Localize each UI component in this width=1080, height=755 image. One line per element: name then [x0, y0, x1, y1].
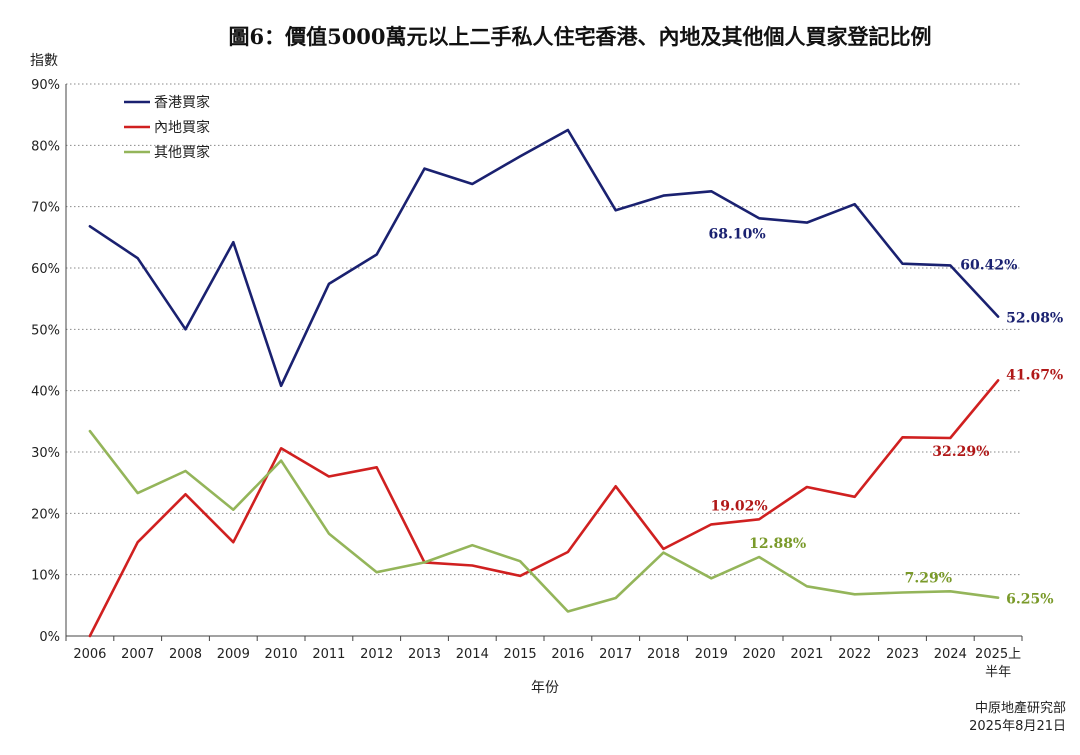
x-tick-label: 2017	[599, 647, 632, 662]
x-tick-label: 2022	[838, 647, 871, 662]
x-tick-label: 2009	[217, 647, 250, 662]
y-tick-label: 90%	[31, 78, 60, 93]
series-line-mainland-buyers	[88, 379, 1000, 638]
data-label: 6.25%	[1006, 592, 1053, 608]
series-line-hk-buyers	[88, 128, 1000, 388]
x-tick-label: 2008	[169, 647, 202, 662]
data-label: 19.02%	[711, 498, 768, 514]
x-tick-label: 2010	[265, 647, 298, 662]
x-axis-label: 年份	[531, 680, 559, 696]
x-tick-label: 2013	[408, 647, 441, 662]
data-label: 52.08%	[1006, 311, 1063, 327]
x-tick-label-line2: 半年	[985, 665, 1011, 680]
y-tick-label: 80%	[31, 139, 60, 154]
series-line-other-buyers	[88, 429, 1000, 613]
x-tick-label: 2015	[504, 647, 537, 662]
x-tick-label: 2019	[695, 647, 728, 662]
data-label: 7.29%	[905, 570, 952, 586]
legend: 香港買家 內地買家 其他買家	[124, 94, 210, 161]
legend-label-mainland: 內地買家	[154, 119, 210, 136]
x-tick-label: 2021	[790, 647, 823, 662]
y-tick-label: 0%	[39, 630, 60, 645]
y-tick-label: 60%	[31, 262, 60, 277]
y-tick-label: 30%	[31, 446, 60, 461]
data-label: 68.10%	[709, 226, 766, 242]
y-tick-label: 70%	[31, 201, 60, 216]
x-tick-label: 2020	[743, 647, 776, 662]
data-label: 32.29%	[932, 444, 989, 460]
x-tick-label: 2006	[73, 647, 106, 662]
source-label: 中原地產研究部	[975, 700, 1066, 716]
chart-title: 圖6：價值5000萬元以上二手私人住宅香港、內地及其他個人買家登記比例	[228, 24, 931, 49]
x-tick-marks	[65, 636, 1023, 641]
data-label: 12.88%	[749, 536, 806, 552]
legend-label-hk: 香港買家	[154, 94, 210, 111]
series-lines	[88, 128, 1000, 638]
data-label: 41.67%	[1006, 367, 1063, 383]
y-tick-label: 50%	[31, 323, 60, 338]
y-tick-label: 10%	[31, 569, 60, 584]
y-gridlines	[66, 83, 1022, 576]
data-label: 60.42%	[960, 257, 1017, 273]
x-tick-label: 2023	[886, 647, 919, 662]
y-tick-label: 40%	[31, 385, 60, 400]
date-label: 2025年8月21日	[969, 719, 1066, 734]
x-tick-label: 2007	[121, 647, 154, 662]
x-tick-label: 2018	[647, 647, 680, 662]
x-tick-labels: 2006 2007 2008 2009 2010 2011 2012 2013 2014 2015…	[73, 647, 1021, 680]
x-tick-label: 2025上	[975, 647, 1021, 662]
x-tick-label: 2011	[312, 647, 345, 662]
y-tick-label: 20%	[31, 507, 60, 522]
x-tick-label: 2024	[934, 647, 967, 662]
y-tick-labels: 0% 10% 20% 30% 40% 50% 60% 70% 80% 90%	[31, 78, 60, 645]
x-tick-label: 2016	[551, 647, 584, 662]
y-axis-label: 指數	[30, 53, 58, 69]
x-tick-label: 2012	[360, 647, 393, 662]
legend-label-other: 其他買家	[154, 144, 210, 161]
data-labels: 68.10% 60.42% 52.08% 19.02% 32.29% 41.67% 12.8…	[709, 226, 1064, 607]
x-tick-label: 2014	[456, 647, 489, 662]
